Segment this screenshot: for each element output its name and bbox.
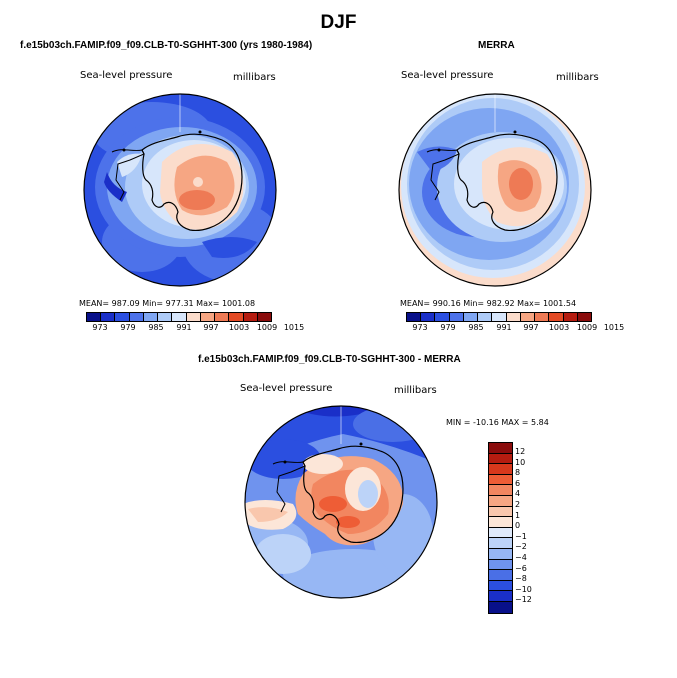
- obs-colorbar-swatch: [435, 313, 450, 321]
- model-colorbar: [86, 312, 272, 322]
- diff-colorbar: [488, 442, 513, 614]
- diff-colorbar-tick: 8: [515, 468, 521, 478]
- obs-colorbar-swatch: [407, 313, 422, 321]
- model-colorbar-tick: 991: [176, 323, 192, 332]
- model-colorbar-swatch: [158, 313, 173, 321]
- model-colorbar-swatch: [200, 313, 216, 321]
- diff-colorbar-tick: 10: [515, 457, 526, 467]
- model-variable-label: Sea-level pressure: [80, 70, 173, 81]
- model-colorbar-tick: 973: [92, 323, 108, 332]
- diff-colorbar-swatch: [489, 453, 512, 465]
- obs-colorbar-swatch: [463, 313, 479, 321]
- model-colorbar-tick: 979: [120, 323, 136, 332]
- diff-colorbar-swatch: [489, 601, 512, 613]
- diff-colorbar-swatch: [489, 474, 512, 486]
- obs-colorbar-swatch: [421, 313, 436, 321]
- model-colorbar-swatch: [229, 313, 244, 321]
- model-colorbar-swatch: [129, 313, 144, 321]
- diff-colorbar-swatch: [489, 495, 512, 507]
- obs-colorbar-tick: 1009: [576, 323, 598, 332]
- obs-colorbar-tick: 1003: [548, 323, 570, 332]
- diff-colorbar-tick: −2: [515, 542, 527, 552]
- obs-colorbar-tick: 985: [468, 323, 484, 332]
- diff-colorbar-tick: −8: [515, 574, 527, 584]
- model-colorbar-swatch: [87, 313, 102, 321]
- figure-title: DJF: [320, 12, 357, 33]
- model-colorbar-swatch: [243, 313, 258, 321]
- obs-colorbar-tick: 979: [440, 323, 456, 332]
- obs-colorbar-swatch: [563, 313, 578, 321]
- diff-colorbar-tick: −10: [515, 584, 532, 594]
- diff-colorbar-swatch: [489, 443, 512, 454]
- diff-colorbar-tick: 4: [515, 489, 521, 499]
- diff-colorbar-ticks: 12 10 8 6 4 2 1 0 −1 −2 −4 −6 −8 −10 −12: [515, 447, 555, 607]
- model-colorbar-tick: 997: [203, 323, 219, 332]
- obs-colorbar-swatch: [478, 313, 493, 321]
- diff-colorbar-tick: 12: [515, 447, 526, 456]
- obs-colorbar-swatch: [449, 313, 464, 321]
- model-units-label: millibars: [233, 72, 276, 83]
- diff-colorbar-swatch: [489, 580, 512, 592]
- diff-colorbar-tick: −12: [515, 595, 532, 605]
- model-colorbar-tick: 985: [148, 323, 164, 332]
- diff-colorbar-swatch: [489, 517, 512, 528]
- obs-stats: MEAN= 990.16 Min= 982.92 Max= 1001.54: [400, 299, 577, 308]
- diff-colorbar-tick: 6: [515, 478, 521, 488]
- obs-colorbar-swatch: [549, 313, 564, 321]
- obs-colorbar-tick: 991: [496, 323, 512, 332]
- diff-colorbar-swatch: [489, 538, 512, 549]
- diff-panel-title: f.e15b03ch.FAMIP.f09_f09.CLB-T0-SGHHT-30…: [198, 354, 461, 365]
- obs-variable-label: Sea-level pressure: [401, 70, 494, 81]
- model-colorbar-swatch: [172, 313, 187, 321]
- obs-colorbar-swatch: [520, 313, 536, 321]
- model-colorbar-swatch: [186, 313, 201, 321]
- model-colorbar-swatch: [101, 313, 116, 321]
- diff-colorbar-tick: −6: [515, 563, 527, 573]
- diff-colorbar-swatch: [489, 485, 512, 496]
- model-colorbar-tick: 1009: [256, 323, 278, 332]
- obs-colorbar-tick: 1015: [603, 323, 625, 332]
- diff-colorbar-tick: 0: [515, 521, 521, 531]
- diff-polar-map: [244, 405, 438, 599]
- obs-polar-map: [398, 93, 592, 287]
- diff-colorbar-tick: −4: [515, 553, 527, 562]
- obs-colorbar-ticks: 973 979 985 991 997 1003 1009 1015: [406, 323, 624, 335]
- model-colorbar-tick: 1003: [228, 323, 250, 332]
- model-colorbar-swatch: [257, 313, 272, 321]
- obs-colorbar-tick: 973: [412, 323, 428, 332]
- diff-variable-label: Sea-level pressure: [240, 383, 333, 394]
- diff-stats: MIN = -10.16 MAX = 5.84: [446, 418, 549, 427]
- diff-colorbar-swatch: [489, 464, 512, 475]
- diff-colorbar-swatch: [489, 548, 512, 560]
- diff-units-label: millibars: [394, 385, 437, 396]
- diff-colorbar-tick: 1: [515, 510, 521, 520]
- obs-colorbar-tick: 997: [523, 323, 539, 332]
- diff-colorbar-swatch: [489, 570, 512, 581]
- model-colorbar-swatch: [215, 313, 230, 321]
- model-colorbar-swatch: [143, 313, 159, 321]
- diff-colorbar-swatch: [489, 527, 512, 539]
- obs-units-label: millibars: [556, 72, 599, 83]
- obs-colorbar-swatch: [577, 313, 592, 321]
- model-colorbar-swatch: [115, 313, 130, 321]
- diff-colorbar-swatch: [489, 591, 512, 602]
- model-stats: MEAN= 987.09 Min= 977.31 Max= 1001.08: [79, 299, 256, 308]
- diff-colorbar-tick: 2: [515, 500, 521, 509]
- obs-colorbar-swatch: [506, 313, 521, 321]
- model-colorbar-ticks: 973 979 985 991 997 1003 1009 1015: [86, 323, 304, 335]
- model-colorbar-tick: 1015: [283, 323, 305, 332]
- obs-colorbar-swatch: [535, 313, 550, 321]
- diff-colorbar-tick: −1: [515, 531, 527, 541]
- obs-colorbar: [406, 312, 592, 322]
- model-panel-title: f.e15b03ch.FAMIP.f09_f09.CLB-T0-SGHHT-30…: [20, 40, 313, 51]
- obs-colorbar-swatch: [492, 313, 507, 321]
- diff-colorbar-swatch: [489, 559, 512, 571]
- obs-panel-title: MERRA: [478, 40, 515, 51]
- diff-colorbar-swatch: [489, 506, 512, 518]
- model-polar-map: [83, 93, 277, 287]
